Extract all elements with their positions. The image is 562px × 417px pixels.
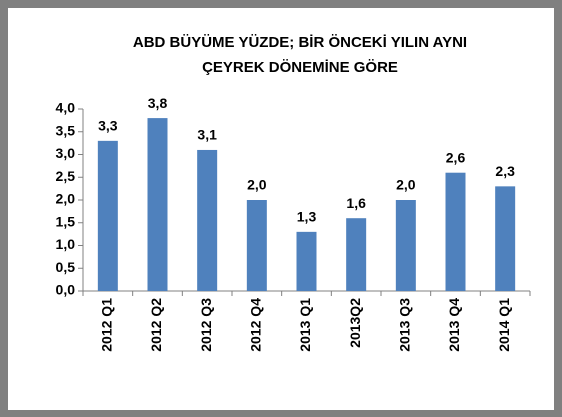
y-tick-label: 3,0	[56, 145, 76, 161]
y-tick-label: 1,0	[56, 236, 76, 252]
data-label: 3,1	[197, 127, 217, 143]
bar	[246, 200, 267, 291]
bar	[97, 140, 118, 291]
y-tick-label: 3,5	[56, 122, 76, 138]
x-tick-label: 2014 Q1	[496, 298, 512, 352]
bar	[296, 231, 317, 291]
x-tick-label: 2013 Q1	[297, 298, 313, 352]
y-tick-label: 0,5	[56, 259, 76, 275]
data-label: 2,0	[247, 177, 267, 193]
y-tick-label: 1,5	[56, 213, 76, 229]
x-tick-label: 2013 Q3	[397, 298, 413, 352]
data-label: 2,3	[495, 163, 515, 179]
bar	[445, 172, 466, 291]
bar	[346, 218, 367, 291]
x-tick-label: 2013 Q4	[446, 298, 462, 352]
x-tick-label: 2013Q2	[347, 298, 363, 348]
y-tick-label: 2,5	[56, 168, 76, 184]
chart-title: ÇEYREK DÖNEMİNE GÖRE	[202, 59, 398, 76]
x-tick-label: 2012 Q4	[248, 298, 264, 352]
data-label: 3,3	[98, 118, 118, 134]
bar	[395, 200, 416, 291]
x-tick-label: 2012 Q1	[99, 298, 115, 352]
data-label: 2,0	[396, 177, 416, 193]
data-label: 1,6	[346, 195, 366, 211]
data-label: 1,3	[297, 209, 317, 225]
x-tick-label: 2012 Q3	[198, 298, 214, 352]
bar	[495, 186, 516, 291]
y-tick-label: 0,0	[56, 282, 76, 298]
data-label: 3,8	[148, 95, 168, 111]
y-tick-label: 4,0	[56, 100, 76, 116]
x-tick-label: 2012 Q2	[148, 298, 164, 352]
data-label: 2,6	[446, 149, 466, 165]
bar	[197, 149, 218, 291]
chart-title: ABD BÜYÜME YÜZDE; BİR ÖNCEKİ YILIN AYNI	[133, 34, 467, 51]
bar	[147, 118, 168, 291]
y-tick-label: 2,0	[56, 191, 76, 207]
